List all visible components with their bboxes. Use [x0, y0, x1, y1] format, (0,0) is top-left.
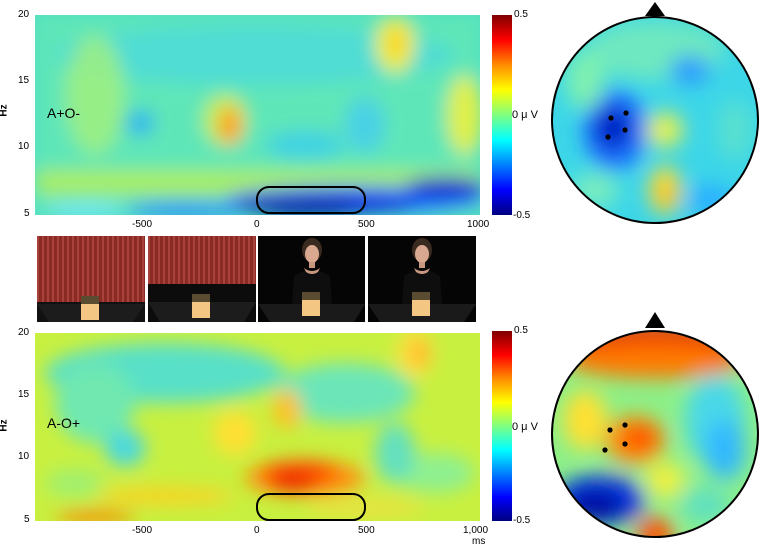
x-tick-0-bottom: 0	[254, 525, 260, 536]
tf-map-bottom	[35, 333, 480, 521]
head-outline-bottom	[551, 330, 759, 538]
colorbar-max-top: 0.5	[514, 9, 528, 20]
colorbar-min-bottom: -0.5	[513, 515, 531, 526]
y-tick-20-bottom: 20	[18, 327, 30, 338]
y-tick-20-top: 20	[18, 9, 30, 20]
stimulus-frame-3	[258, 236, 365, 322]
colorbar-min-top: -0.5	[513, 210, 531, 221]
colorbar-mid-bottom: 0 μ V	[512, 421, 538, 433]
x-tick-1000-top: 1000	[467, 219, 490, 230]
y-tick-5-top: 5	[24, 208, 30, 219]
condition-label-bottom: A-O+	[47, 415, 81, 431]
x-axis-label: ms	[472, 536, 486, 547]
y-axis-label-bottom: Hz	[0, 419, 10, 432]
colorbar-top	[492, 15, 512, 215]
y-tick-5-bottom: 5	[24, 514, 30, 525]
x-tick-1000-bottom: 1,000	[463, 525, 489, 536]
x-tick-500-top: 500	[358, 219, 375, 230]
colorbar-max-bottom: 0.5	[514, 325, 528, 336]
scalp-map-bottom	[545, 310, 762, 547]
x-tick-0-top: 0	[254, 219, 260, 230]
y-tick-15-top: 15	[18, 75, 30, 86]
tf-roi-box-top	[256, 186, 366, 214]
tf-roi-box-bottom	[256, 493, 366, 521]
nose-marker-icon	[645, 2, 665, 16]
condition-label-top: A+O-	[47, 105, 81, 121]
y-tick-10-top: 10	[18, 141, 30, 152]
scalp-map-top	[545, 0, 762, 235]
colorbar-mid-top: 0 μ V	[512, 109, 538, 121]
electrode-dot-icon	[605, 110, 629, 140]
x-tick-neg500-bottom: -500	[132, 525, 153, 536]
nose-marker-icon	[645, 312, 665, 328]
head-outline-top	[551, 16, 759, 224]
tf-map-top	[35, 15, 480, 215]
electrode-dot-icon	[602, 422, 628, 453]
stimulus-frame-2	[148, 236, 256, 322]
y-axis-label-top: Hz	[0, 104, 10, 117]
colorbar-bottom	[492, 331, 512, 521]
x-tick-neg500-top: -500	[132, 219, 153, 230]
x-tick-500-bottom: 500	[358, 525, 375, 536]
stimulus-frame-1	[37, 236, 145, 322]
y-tick-15-bottom: 15	[18, 389, 30, 400]
stimulus-frame-4	[368, 236, 476, 322]
y-tick-10-bottom: 10	[18, 451, 30, 462]
